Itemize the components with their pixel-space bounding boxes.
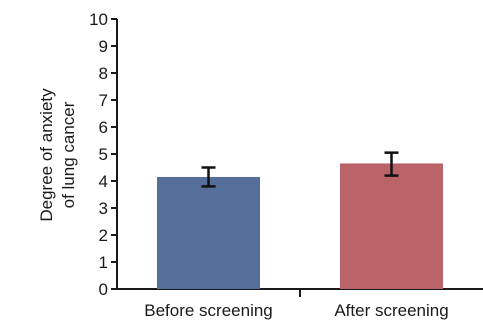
y-tick-label: 6 bbox=[99, 118, 108, 137]
y-axis-title-line-2: of lung cancer bbox=[59, 101, 78, 208]
bar bbox=[340, 163, 443, 289]
y-tick-label: 0 bbox=[99, 280, 108, 299]
y-axis-title-line-1: Degree of anxiety bbox=[37, 88, 56, 222]
y-tick-label: 5 bbox=[99, 145, 108, 164]
y-tick-label: 7 bbox=[99, 91, 108, 110]
y-tick-label: 4 bbox=[99, 172, 108, 191]
y-tick-label: 9 bbox=[99, 37, 108, 56]
y-axis-title: Degree of anxiety of lung cancer bbox=[37, 88, 78, 222]
y-tick-label: 10 bbox=[89, 10, 108, 29]
y-tick-label: 8 bbox=[99, 64, 108, 83]
plot-area: 0 1 2 3 4 5 6 7 8 9 10 Before screening After screen… bbox=[89, 10, 483, 320]
x-category-label: After screening bbox=[334, 301, 448, 320]
x-category-label: Before screening bbox=[144, 301, 273, 320]
y-tick-label: 2 bbox=[99, 226, 108, 245]
bar bbox=[157, 176, 260, 289]
y-tick-label: 1 bbox=[99, 253, 108, 272]
y-tick-label: 3 bbox=[99, 199, 108, 218]
